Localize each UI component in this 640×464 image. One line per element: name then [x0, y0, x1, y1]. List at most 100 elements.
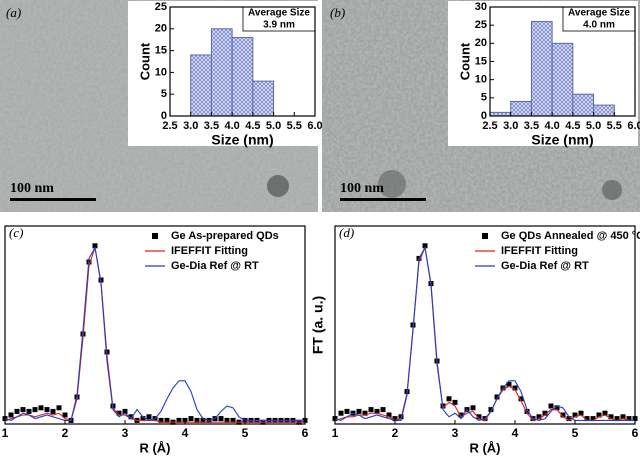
- plot-frame: [489, 6, 636, 117]
- data-point: [572, 412, 578, 418]
- particle: [378, 170, 406, 198]
- data-point: [578, 410, 584, 416]
- data-point: [200, 417, 206, 423]
- data-point: [566, 416, 572, 422]
- scale-bar: [340, 198, 426, 201]
- y-axis-label: FT (a. u.): [310, 296, 326, 354]
- data-point: [590, 416, 596, 422]
- panel-label: (c): [9, 225, 23, 240]
- x-tick-label: 6: [632, 426, 639, 440]
- x-tick-label: 5.5: [607, 120, 622, 132]
- y-tick-label: 20: [475, 37, 487, 49]
- data-point: [122, 408, 128, 414]
- data-point: [158, 417, 164, 423]
- x-tick-label: 4.5: [245, 120, 260, 132]
- y-tick-label: 5: [161, 88, 167, 100]
- legend-label: IFEFFIT Fitting: [501, 245, 578, 257]
- bar: [593, 104, 615, 117]
- data-point: [32, 407, 38, 413]
- data-point: [446, 396, 452, 402]
- x-tick-label: 4.0: [544, 120, 559, 132]
- x-tick-label: 4.0: [224, 120, 239, 132]
- x-tick-label: 5: [572, 426, 579, 440]
- line: [334, 245, 635, 421]
- y-tick-label: 25: [475, 19, 487, 31]
- data-point: [50, 408, 56, 414]
- annotation: 3.9 nm: [263, 20, 295, 31]
- x-tick-label: 6.0: [627, 120, 640, 132]
- bar: [572, 93, 595, 117]
- data-point: [56, 405, 62, 411]
- data-point: [584, 416, 590, 422]
- x-tick-label: 3.0: [183, 120, 198, 132]
- y-tick-label: 10: [475, 74, 487, 86]
- data-point: [452, 399, 458, 405]
- y-tick-label: 0: [481, 110, 487, 122]
- plot-frame: [4, 225, 306, 425]
- x-axis-label: R (Å): [469, 440, 500, 455]
- data-point: [470, 405, 476, 411]
- data-point: [620, 414, 626, 420]
- line: [334, 245, 635, 422]
- data-point: [380, 407, 386, 413]
- data-point: [194, 417, 200, 423]
- y-tick-label: 30: [475, 1, 487, 13]
- data-point: [512, 385, 518, 391]
- x-tick-label: 3.0: [503, 120, 518, 132]
- bar: [252, 80, 275, 117]
- x-tick-label: 5.0: [586, 120, 601, 132]
- y-tick-label: 25: [155, 1, 167, 13]
- line: [4, 245, 305, 421]
- data-point: [224, 417, 230, 423]
- annotation: Average Size: [568, 8, 630, 19]
- data-point: [356, 408, 362, 414]
- data-point: [176, 417, 182, 423]
- x-tick-label: 2: [392, 426, 399, 440]
- x-tick-label: 6: [302, 426, 309, 440]
- y-tick-label: 20: [155, 23, 167, 35]
- data-point: [494, 394, 500, 400]
- data-point: [140, 416, 146, 422]
- scale-bar: [10, 198, 96, 201]
- data-point: [218, 416, 224, 422]
- data-point: [8, 412, 14, 418]
- x-tick-label: 3.5: [524, 120, 539, 132]
- panel-label: (b): [330, 5, 345, 20]
- data-point: [548, 403, 554, 409]
- y-tick-label: 10: [155, 66, 167, 78]
- data-point: [524, 408, 530, 414]
- data-point: [374, 408, 380, 414]
- data-point: [188, 416, 194, 422]
- data-point: [368, 407, 374, 413]
- data-point: [230, 417, 236, 423]
- legend-label: Ge-Dia Ref @ RT: [171, 260, 259, 272]
- data-point: [422, 243, 428, 249]
- x-tick-label: 4: [512, 426, 519, 440]
- x-tick-label: 5.0: [266, 120, 281, 132]
- annotation: Average Size: [248, 8, 310, 19]
- data-point: [14, 408, 20, 414]
- scale-bar-label: 100 nm: [340, 181, 384, 196]
- panel-label: (d): [339, 225, 354, 240]
- bar: [551, 42, 574, 117]
- x-axis-label: R (Å): [139, 440, 170, 455]
- bar: [190, 54, 212, 117]
- legend-marker: [482, 233, 488, 239]
- y-tick-label: 0: [161, 110, 167, 122]
- x-tick-label: 4: [182, 426, 189, 440]
- data-point: [476, 414, 482, 420]
- y-tick-label: 5: [481, 92, 487, 104]
- data-point: [458, 412, 464, 418]
- x-tick-label: 5: [242, 426, 249, 440]
- data-point: [536, 414, 542, 420]
- bar: [231, 37, 254, 117]
- x-tick-label: 3: [452, 426, 459, 440]
- data-point: [560, 412, 566, 418]
- data-point: [38, 405, 44, 411]
- plot-frame: [334, 225, 636, 425]
- x-axis-label: Size (nm): [531, 132, 593, 148]
- legend-marker: [152, 233, 158, 239]
- data-point: [344, 408, 350, 414]
- data-point: [488, 407, 494, 413]
- data-point: [338, 410, 344, 416]
